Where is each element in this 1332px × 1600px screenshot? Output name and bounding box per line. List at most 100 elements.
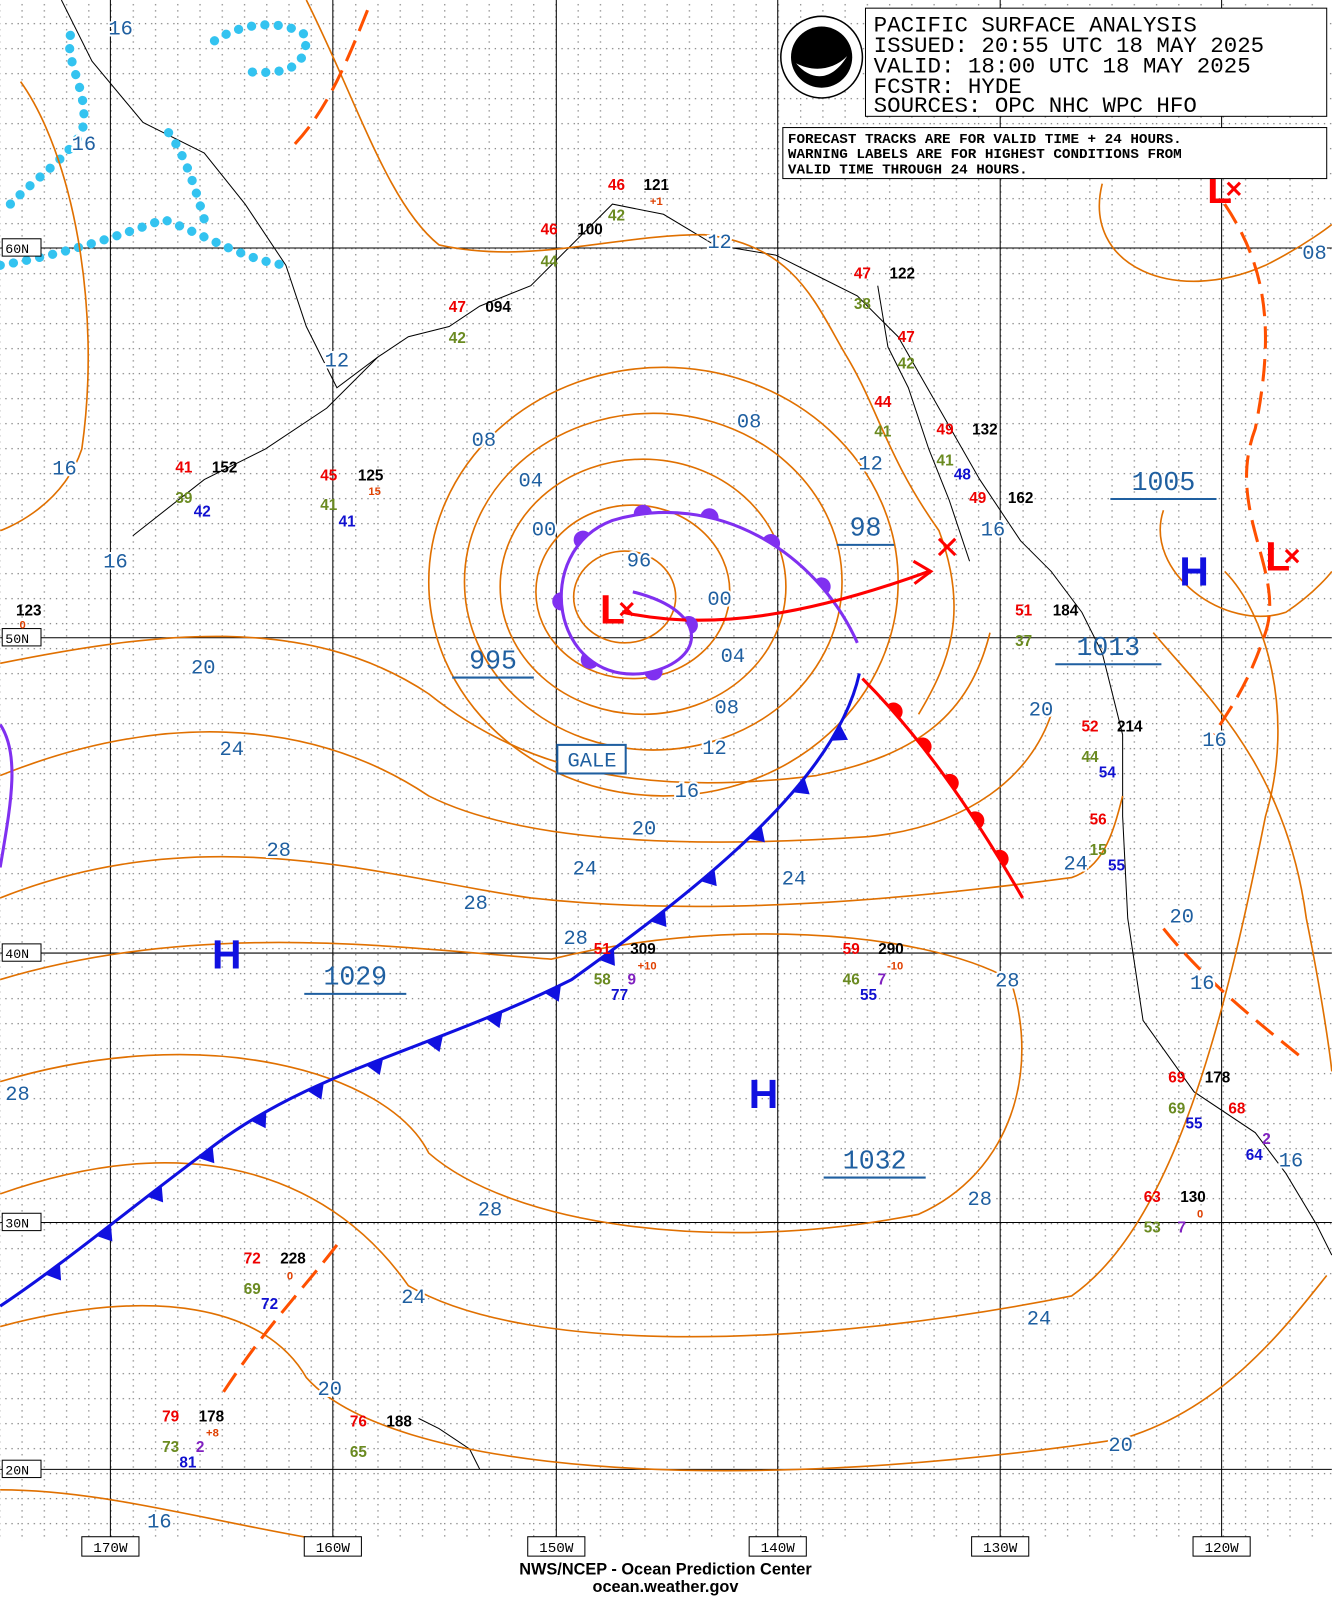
station-value: 41 xyxy=(937,452,955,469)
isobar-label: 16 xyxy=(981,520,1005,543)
station-value: 178 xyxy=(199,1408,225,1425)
station-value: 76 xyxy=(350,1414,367,1431)
station-value: 51 xyxy=(594,941,612,958)
isobar-label: 08 xyxy=(714,697,738,720)
isobar-label: 24 xyxy=(573,858,597,881)
station-value: 47 xyxy=(449,299,466,316)
station-value: 38 xyxy=(854,296,872,313)
station-value: 130 xyxy=(1180,1189,1206,1206)
station-value: 132 xyxy=(972,422,998,439)
trough xyxy=(289,9,369,150)
occluded-symbol xyxy=(763,534,781,549)
lat-label-box xyxy=(1,628,42,647)
isobar-label: 12 xyxy=(325,350,349,373)
lon-label: 160W xyxy=(316,1541,351,1557)
station-value: 72 xyxy=(261,1296,278,1313)
station-value: 2 xyxy=(1262,1131,1271,1148)
lon-label: 170W xyxy=(93,1541,128,1557)
station-value: 55 xyxy=(860,987,878,1004)
cold-front-triangle xyxy=(599,948,615,966)
station-value: 52 xyxy=(1081,719,1098,736)
track-arrowhead xyxy=(912,559,934,585)
lon-label: 130W xyxy=(983,1541,1018,1557)
lat-label-box xyxy=(1,1459,42,1479)
station-value: 55 xyxy=(1108,857,1126,874)
warm-front-semicircle xyxy=(944,773,959,791)
station-value: 290 xyxy=(878,941,904,958)
station-value: 125 xyxy=(358,468,384,485)
isobar-label: 16 xyxy=(52,458,76,481)
isobar-label: 96 xyxy=(627,550,651,573)
isobar-label: 20 xyxy=(318,1379,342,1402)
isobar-label: 12 xyxy=(858,453,882,476)
forecast-position xyxy=(937,537,957,557)
station-value: 44 xyxy=(1081,749,1099,766)
occluded-symbol xyxy=(815,577,831,594)
isobar-label: 24 xyxy=(1027,1308,1051,1331)
low-center: L xyxy=(1265,533,1290,579)
isobar-label: 08 xyxy=(737,412,761,435)
labels: 60N 50N 40N 30N 20N 170W 160W 150W 140W 130W 120W 1… xyxy=(1,17,1329,1557)
station-value: 0 xyxy=(1197,1208,1203,1220)
header-forecaster: FCSTR: HYDE xyxy=(874,74,1022,100)
occluded-symbol xyxy=(580,654,598,669)
isobar-label: 16 xyxy=(72,134,96,157)
station-value: 42 xyxy=(898,355,915,372)
station-value: +10 xyxy=(638,960,657,972)
lat-label: 20N xyxy=(5,1463,29,1478)
isobar-label: 24 xyxy=(401,1287,425,1310)
low-center: L xyxy=(600,586,625,632)
header-title: PACIFIC SURFACE ANALYSIS xyxy=(874,13,1197,39)
cold-front-triangle xyxy=(700,869,717,887)
station-value: 7 xyxy=(1178,1220,1187,1237)
station-value: 46 xyxy=(541,222,558,239)
isobar-label: 20 xyxy=(1029,699,1053,722)
note-line: WARNING LABELS ARE FOR HIGHEST CONDITION… xyxy=(788,147,1182,163)
low-marker xyxy=(1226,181,1242,196)
lon-label: 120W xyxy=(1204,1541,1239,1557)
station-value: 178 xyxy=(1205,1070,1231,1087)
isobar-label: 08 xyxy=(472,430,496,453)
station-value: 123 xyxy=(16,602,42,619)
isobar-label: 00 xyxy=(532,520,556,543)
lat-label: 30N xyxy=(5,1217,29,1232)
header-issued: ISSUED: 20:55 UTC 18 MAY 2025 xyxy=(874,33,1264,59)
cold-front-triangle xyxy=(748,825,765,843)
isobar-label: 16 xyxy=(1279,1150,1303,1173)
station-value: 42 xyxy=(608,207,625,224)
lat-label-box xyxy=(1,1212,42,1232)
cold-front-triangle xyxy=(45,1263,62,1281)
header-valid: VALID: 18:00 UTC 18 MAY 2025 xyxy=(874,53,1251,79)
isobar-label: 12 xyxy=(702,738,726,761)
station-value: 59 xyxy=(843,941,860,958)
isobar-label: 04 xyxy=(519,471,543,494)
high-center: H xyxy=(749,1071,778,1117)
high-center: H xyxy=(212,931,241,977)
station-value: 184 xyxy=(1053,602,1079,619)
noaa-logo xyxy=(780,15,864,99)
isobar-label: 16 xyxy=(108,19,132,42)
station-value: 77 xyxy=(611,987,628,1004)
station-value: 68 xyxy=(1228,1100,1246,1117)
cold-front-triangle xyxy=(147,1185,164,1203)
footer-agency: NWS/NCEP - Ocean Prediction Center xyxy=(519,1560,812,1578)
trough xyxy=(1162,927,1308,1063)
station-value: 46 xyxy=(608,177,625,194)
station-value: 15 xyxy=(368,486,380,498)
trough xyxy=(1213,203,1272,736)
isobar-label: 28 xyxy=(563,928,587,951)
station-value: 63 xyxy=(1144,1189,1161,1206)
station-value: 121 xyxy=(644,177,670,194)
isobar-label: 20 xyxy=(191,657,215,680)
cold-front-triangle xyxy=(544,984,561,1002)
lon-label-box xyxy=(81,1536,140,1557)
station-value: 9 xyxy=(628,972,637,989)
center-pressure: 98 xyxy=(850,514,882,544)
isobar-label: 04 xyxy=(721,646,745,669)
station-value: 39 xyxy=(175,490,192,507)
front-west xyxy=(0,723,14,868)
station-value: 15 xyxy=(1090,842,1108,859)
station-value: 46 xyxy=(843,972,860,989)
occluded-symbol xyxy=(700,508,719,520)
lat-label: 40N xyxy=(5,947,29,962)
